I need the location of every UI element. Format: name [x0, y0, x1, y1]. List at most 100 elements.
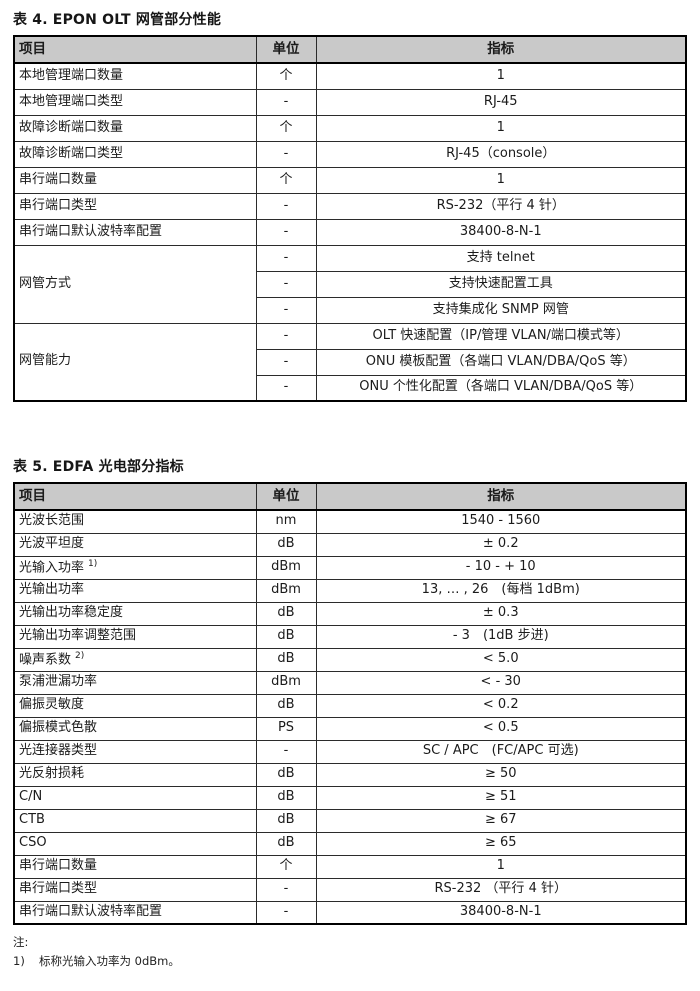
unit-cell: 个 [255, 854, 317, 879]
spec-cell: 支持快速配置工具 [315, 270, 687, 298]
unit-cell: nm [255, 509, 317, 534]
spec-cell: RS-232（平行 4 针） [315, 192, 687, 220]
table-row: 光输出功率 dBm 13, … , 26 (每档 1dBm) [13, 578, 687, 603]
column-header-item: 项目 [13, 482, 257, 511]
item-label: 噪声系数 [19, 652, 72, 668]
unit-cell: - [255, 348, 317, 376]
table-row: 故障诊断端口数量 个 1 [13, 114, 687, 142]
item-cell: 本地管理端口数量 [13, 62, 257, 90]
notes-section: 注: 1) 标称光输入功率为 0dBm。 [13, 934, 687, 969]
table4-title: 表 4. EPON OLT 网管部分性能 [13, 12, 222, 28]
item-label: 泵浦泄漏功率 [19, 674, 98, 690]
unit-cell: - [255, 374, 317, 402]
item-label: 偏振灵敏度 [19, 697, 85, 713]
unit-cell: dB [255, 808, 317, 833]
spec-cell: SC / APC (FC/APC 可选) [315, 739, 687, 764]
spec-cell: ≥ 67 [315, 808, 687, 833]
spec-cell: ≥ 50 [315, 762, 687, 787]
unit-cell: dBm [255, 578, 317, 603]
item-label: 故障诊断端口类型 [19, 145, 124, 161]
item-cell: 网管能力 [13, 322, 257, 402]
item-label: 光输出功率 [19, 582, 85, 598]
unit-cell: dB [255, 624, 317, 649]
item-cell: C/N [13, 785, 257, 810]
item-cell: 光连接器类型 [13, 739, 257, 764]
item-cell: 光波平坦度 [13, 532, 257, 557]
unit-cell: - [255, 877, 317, 902]
table-row: C/N dB ≥ 51 [13, 785, 687, 810]
unit-cell: - [255, 739, 317, 764]
item-cell: 串行端口数量 [13, 166, 257, 194]
column-header-item: 项目 [13, 35, 257, 64]
item-cell: 故障诊断端口数量 [13, 114, 257, 142]
spec-cell: 1540 - 1560 [315, 509, 687, 534]
table-row: 串行端口类型 - RS-232 （平行 4 针） [13, 877, 687, 902]
unit-cell: - [255, 218, 317, 246]
item-label: CSO [19, 835, 47, 851]
spec-cell: RJ-45（console） [315, 140, 687, 168]
item-cell: 串行端口默认波特率配置 [13, 900, 257, 925]
unit-cell: dBm [255, 670, 317, 695]
item-cell: 光输出功率 [13, 578, 257, 603]
item-label: 串行端口类型 [19, 881, 98, 897]
edfa-spec-table: 项目 单位 指标 光波长范围 nm 1540 - 1560 光波平坦度 dB ± 0.2 光… [13, 482, 687, 925]
item-label: 偏振模式色散 [19, 720, 98, 736]
item-label: 光输出功率稳定度 [19, 605, 124, 621]
spec-cell: ONU 个性化配置（各端口 VLAN/DBA/QoS 等） [315, 374, 687, 402]
column-header-unit: 单位 [255, 35, 317, 64]
spec-cell: 支持集成化 SNMP 网管 [315, 296, 687, 324]
item-cell: 串行端口类型 [13, 192, 257, 220]
spec-cell: 1 [315, 166, 687, 194]
item-cell: 偏振灵敏度 [13, 693, 257, 718]
item-cell: CTB [13, 808, 257, 833]
unit-cell: dB [255, 532, 317, 557]
item-cell: 光波长范围 [13, 509, 257, 534]
spec-cell: 1 [315, 62, 687, 90]
table-row: 泵浦泄漏功率 dBm < - 30 [13, 670, 687, 695]
table-row: 光波长范围 nm 1540 - 1560 [13, 509, 687, 534]
item-label: 串行端口类型 [19, 197, 98, 213]
spec-cell: ≥ 51 [315, 785, 687, 810]
header-row: 项目 单位 指标 [13, 482, 687, 511]
table-row: 网管能力 - OLT 快速配置（IP/管理 VLAN/端口模式等） [13, 322, 687, 402]
item-label: 本地管理端口数量 [19, 67, 124, 83]
spec-cell: 支持 telnet [315, 244, 687, 272]
item-cell: 串行端口默认波特率配置 [13, 218, 257, 246]
table-row: 串行端口数量 个 1 [13, 854, 687, 879]
spec-cell: < 5.0 [315, 647, 687, 672]
unit-cell: - [255, 322, 317, 350]
table-row: 光反射损耗 dB ≥ 50 [13, 762, 687, 787]
spec-cell: 38400-8-N-1 [315, 218, 687, 246]
unit-cell: 个 [255, 114, 317, 142]
spec-cell: < - 30 [315, 670, 687, 695]
unit-cell: 个 [255, 166, 317, 194]
note-marker: 1) [13, 954, 25, 968]
item-label: 串行端口默认波特率配置 [19, 903, 163, 919]
column-header-unit: 单位 [255, 482, 317, 511]
table-row: 偏振模式色散 PS < 0.5 [13, 716, 687, 741]
unit-cell: dB [255, 647, 317, 672]
table-row: - ONU 模板配置（各端口 VLAN/DBA/QoS 等） [14, 348, 687, 376]
unit-cell: - [255, 244, 317, 272]
spec-cell: - 3 (1dB 步进) [315, 624, 687, 649]
item-label: 本地管理端口类型 [19, 93, 124, 109]
item-cell: 本地管理端口类型 [13, 88, 257, 116]
item-cell: 网管方式 [13, 244, 257, 324]
column-header-spec: 指标 [315, 482, 687, 511]
table5-body: 光波长范围 nm 1540 - 1560 光波平坦度 dB ± 0.2 光输入功率 1) dBm… [13, 509, 687, 925]
table-row: 串行端口默认波特率配置 -38400-8-N-1 [13, 218, 687, 246]
item-cell: 故障诊断端口类型 [13, 140, 257, 168]
unit-cell: - [255, 192, 317, 220]
item-cell: 串行端口数量 [13, 854, 257, 879]
table-row: 故障诊断端口类型 - RJ-45（console） [13, 140, 687, 168]
table-row: 串行端口默认波特率配置 -38400-8-N-1 [13, 900, 687, 925]
table-row: 噪声系数 2) dB < 5.0 [13, 647, 687, 672]
unit-cell: dBm [255, 555, 317, 580]
spec-cell: ± 0.3 [315, 601, 687, 626]
spec-cell: RS-232 （平行 4 针） [315, 877, 687, 902]
spec-cell: RJ-45 [315, 88, 687, 116]
note-text: 标称光输入功率为 0dBm。 [39, 954, 180, 968]
item-cell: 串行端口类型 [13, 877, 257, 902]
table-row: CTB dB ≥ 67 [13, 808, 687, 833]
